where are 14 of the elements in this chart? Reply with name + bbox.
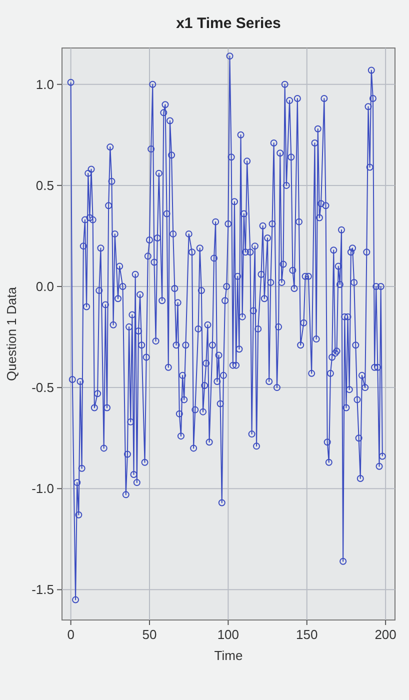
- y-tick-label: -0.5: [32, 380, 54, 396]
- y-tick-label: -1.0: [32, 481, 54, 496]
- x-axis-title: Time: [214, 648, 243, 663]
- x-tick-label: 100: [217, 627, 240, 642]
- y-tick-label: 1.0: [36, 76, 54, 92]
- x-tick-label: 150: [296, 627, 318, 642]
- x-tick-label: 50: [142, 627, 157, 642]
- chart-title: x1 Time Series: [176, 15, 281, 32]
- y-tick-label: -1.5: [32, 582, 54, 598]
- y-tick-label: 0.0: [36, 279, 54, 294]
- x-tick-label: 200: [374, 627, 396, 642]
- y-tick-label: 0.5: [36, 178, 54, 193]
- x-tick-label: 0: [67, 627, 74, 642]
- y-axis-title: Question 1 Data: [4, 286, 19, 381]
